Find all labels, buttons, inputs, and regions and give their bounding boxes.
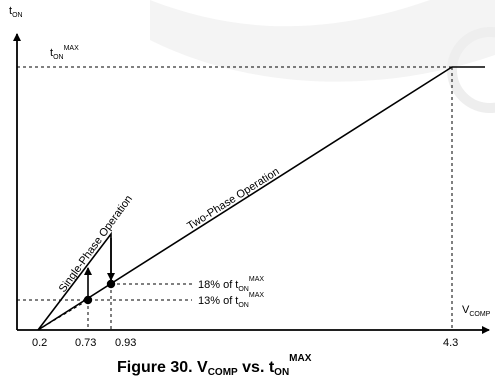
two-phase-label: Two-Phase Operation	[185, 166, 281, 233]
dashed-diagonal	[37, 299, 89, 331]
two-phase-line	[37, 66, 485, 331]
x-tick-0-73: 0.73	[75, 337, 96, 349]
ton-max-label: tONMAX	[50, 45, 79, 61]
x-tick-0-2: 0.2	[32, 337, 47, 349]
y-axis-label: tON	[9, 5, 23, 19]
annotation-18-percent: 18% of tONMAX	[198, 276, 264, 293]
point-18-percent	[106, 279, 116, 289]
figure-caption: Figure 30. VCOMP vs. tONMAX	[117, 353, 312, 378]
x-axis-label: VCOMP	[462, 304, 491, 318]
x-tick-4-3: 4.3	[443, 337, 458, 349]
single-phase-label: Single-Phase Operation	[57, 193, 135, 295]
point-13-percent	[83, 295, 93, 305]
x-tick-0-93: 0.93	[115, 337, 136, 349]
background-watermark	[150, 0, 495, 113]
annotation-13-percent: 13% of tONMAX	[198, 292, 264, 309]
